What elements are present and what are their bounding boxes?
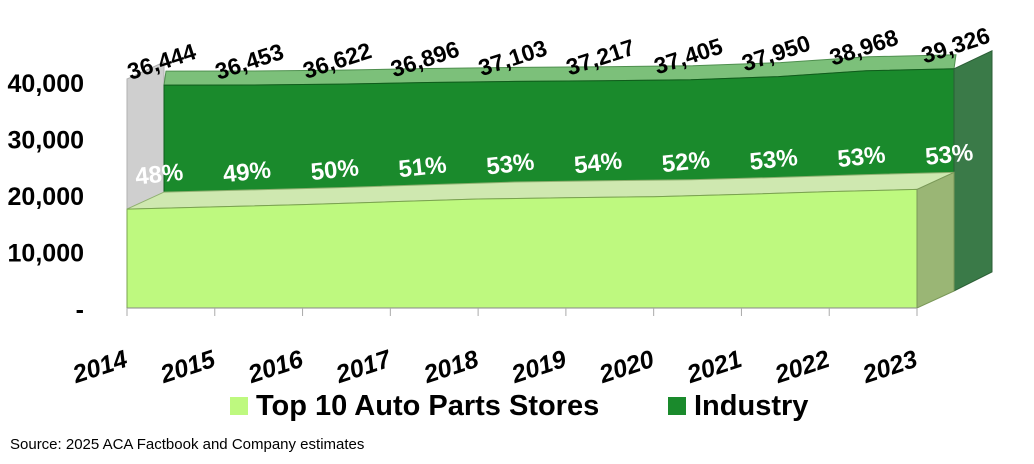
x-tick-label: 2016 — [244, 345, 308, 389]
data-label-share: 51% — [397, 151, 448, 183]
y-tick-label: - — [76, 296, 84, 324]
y-tick-label: 30,000 — [8, 127, 84, 155]
x-tick-label: 2018 — [419, 345, 482, 389]
legend-swatch — [668, 397, 686, 415]
x-tick-label: 2021 — [683, 345, 746, 389]
x-tick-label: 2015 — [156, 345, 220, 389]
x-tick-label: 2020 — [595, 345, 658, 389]
legend-swatch — [230, 397, 248, 415]
series-industry-side — [953, 50, 993, 292]
x-tick-label: 2014 — [68, 345, 131, 389]
x-tick-label: 2023 — [858, 345, 921, 389]
data-label-share: 50% — [309, 154, 360, 186]
data-label-share: 48% — [134, 159, 185, 191]
series-top10-side — [916, 171, 955, 309]
legend-item-industry: Industry — [668, 390, 808, 422]
y-tick-label: 40,000 — [8, 70, 84, 98]
data-label-share: 54% — [573, 147, 624, 179]
legend-item-top10: Top 10 Auto Parts Stores — [230, 390, 599, 422]
data-label-share: 49% — [222, 156, 273, 188]
x-tick-label: 2019 — [507, 345, 570, 389]
data-label-share: 53% — [748, 144, 799, 176]
data-label-share: 52% — [661, 146, 712, 178]
chart-front-layer — [126, 171, 955, 316]
legend-label: Industry — [694, 390, 808, 422]
legend-label: Top 10 Auto Parts Stores — [256, 390, 599, 422]
x-tick-label: 2022 — [771, 345, 834, 389]
x-tick-label: 2017 — [332, 345, 396, 389]
source-note: Source: 2025 ACA Factbook and Company es… — [10, 436, 365, 453]
data-label-share: 53% — [924, 139, 975, 171]
series-top10-area — [126, 188, 918, 309]
data-label-share: 53% — [836, 141, 887, 173]
y-tick-label: 10,000 — [8, 240, 84, 268]
legend: Top 10 Auto Parts Stores Industry — [230, 390, 808, 422]
data-label-share: 53% — [485, 149, 536, 181]
y-tick-label: 20,000 — [8, 183, 84, 211]
